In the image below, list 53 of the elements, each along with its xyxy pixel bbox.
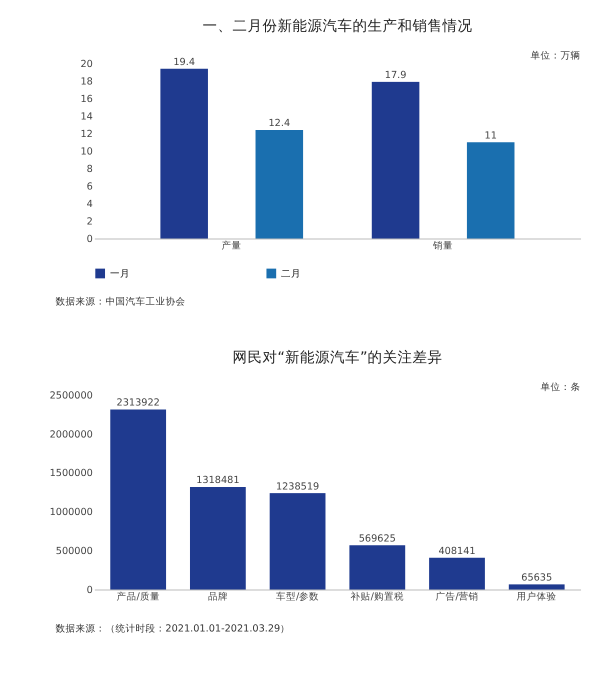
chart-title: 网民对“新能源汽车”的关注差异 bbox=[232, 348, 442, 366]
bar bbox=[349, 545, 406, 590]
data-label: 1238519 bbox=[276, 481, 320, 492]
data-label: 11 bbox=[484, 130, 497, 142]
y-tick-label: 2000000 bbox=[50, 429, 93, 440]
x-tick-label: 产品/质量 bbox=[116, 590, 160, 603]
bar bbox=[160, 68, 208, 238]
x-tick-label: 销量 bbox=[432, 240, 454, 252]
chart-title: 一、二月份新能源汽车的生产和销售情况 bbox=[202, 17, 472, 34]
y-tick-label: 2 bbox=[86, 216, 93, 228]
data-label: 569625 bbox=[358, 533, 396, 544]
text: 单位：万辆 bbox=[530, 50, 581, 62]
y-tick-label: 1500000 bbox=[50, 468, 93, 480]
y-tick-label: 10 bbox=[80, 146, 93, 158]
source-note: 数据来源：（统计时段：2021.01.01-2021.03.29） bbox=[55, 622, 290, 634]
x-tick-label: 补贴/购置税 bbox=[350, 590, 404, 603]
x-tick-label: 广告/营销 bbox=[435, 590, 479, 603]
y-tick-label: 14 bbox=[80, 111, 93, 122]
y-tick-label: 8 bbox=[86, 164, 93, 175]
source-note: 数据来源：中国汽车工业协会 bbox=[55, 296, 186, 308]
y-tick-label: 0 bbox=[86, 234, 93, 245]
bar bbox=[429, 558, 485, 590]
y-tick-label: 20 bbox=[80, 58, 93, 70]
data-label: 17.9 bbox=[384, 70, 406, 81]
data-label: 408141 bbox=[438, 546, 476, 557]
bar bbox=[270, 493, 326, 590]
legend-label: 二月 bbox=[281, 268, 302, 280]
bar bbox=[508, 584, 565, 590]
y-tick-label: 1000000 bbox=[50, 507, 93, 518]
bar bbox=[256, 130, 304, 238]
y-tick-label: 16 bbox=[80, 94, 93, 105]
x-tick-label: 产量 bbox=[222, 240, 242, 252]
data-label: 2313922 bbox=[116, 398, 160, 409]
y-tick-label: 4 bbox=[86, 198, 93, 210]
bar bbox=[372, 82, 420, 238]
y-tick-label: 0 bbox=[86, 584, 93, 596]
y-tick-label: 12 bbox=[80, 128, 93, 140]
y-tick-label: 500000 bbox=[56, 546, 93, 558]
text: 单位：条 bbox=[540, 381, 581, 394]
y-tick-label: 6 bbox=[86, 181, 93, 192]
y-tick-label: 18 bbox=[80, 76, 93, 88]
legend-label: 一月 bbox=[110, 268, 130, 280]
data-label: 1318481 bbox=[196, 475, 240, 486]
bar bbox=[110, 410, 166, 590]
bar bbox=[190, 486, 246, 590]
bar bbox=[466, 142, 514, 238]
x-tick-label: 车型/参数 bbox=[276, 590, 320, 603]
x-tick-label: 品牌 bbox=[208, 590, 228, 603]
data-label: 19.4 bbox=[173, 56, 195, 68]
y-tick-label: 2500000 bbox=[50, 390, 93, 402]
data-label: 65635 bbox=[521, 572, 552, 584]
data-label: 12.4 bbox=[268, 118, 290, 130]
x-tick-label: 用户体验 bbox=[516, 590, 557, 603]
